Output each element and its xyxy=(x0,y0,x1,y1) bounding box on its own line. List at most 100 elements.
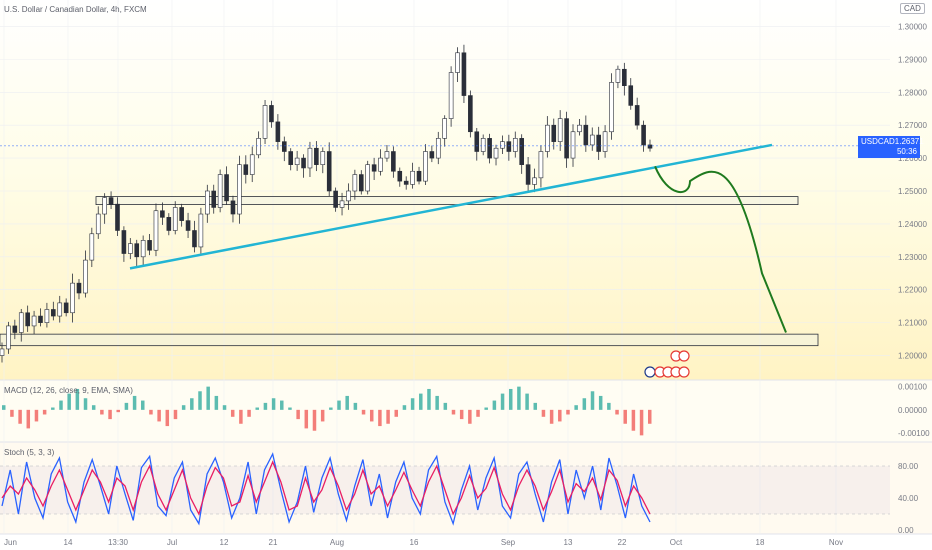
macd-bar xyxy=(34,409,39,422)
macd-bar xyxy=(288,407,292,410)
candle-body xyxy=(237,164,242,215)
candle-body xyxy=(166,217,172,231)
macd-bar xyxy=(263,402,268,410)
candle-body xyxy=(102,197,107,215)
candle-body xyxy=(192,230,197,248)
candle-body xyxy=(288,151,294,165)
candle-body xyxy=(205,190,210,215)
price-tick-label: 1.26000 xyxy=(898,154,927,163)
macd-bar xyxy=(132,395,137,410)
candle-body xyxy=(480,138,486,152)
candle-body xyxy=(525,164,531,185)
macd-bar xyxy=(206,386,210,410)
macd-bar xyxy=(214,395,219,410)
candle-body xyxy=(38,315,43,323)
support-zone xyxy=(95,196,799,205)
candle-body xyxy=(333,190,338,208)
macd-bar xyxy=(296,409,300,420)
price-axis: 1.30000 1.29000 1.28000 1.27000 1.26000 1.250… xyxy=(898,22,927,360)
macd-bar xyxy=(320,409,325,422)
macd-bar xyxy=(549,409,554,424)
macd-bar xyxy=(639,409,644,436)
candle-body xyxy=(320,151,326,165)
candle-body xyxy=(609,82,614,133)
macd-bar xyxy=(190,398,194,410)
macd-bar xyxy=(124,402,129,410)
macd-bar xyxy=(631,409,636,431)
candle-body xyxy=(179,207,184,221)
candles xyxy=(0,44,653,363)
macd-bar xyxy=(255,407,259,410)
time-tick-label: Oct xyxy=(670,538,683,547)
candle-body xyxy=(448,72,454,119)
macd-bar xyxy=(100,409,104,415)
macd-bar xyxy=(607,402,611,410)
candle-body xyxy=(378,157,383,172)
candle-body xyxy=(18,312,24,333)
candle-body xyxy=(435,138,441,159)
candle-body xyxy=(198,213,204,248)
macd-bar xyxy=(108,409,112,420)
macd-bar xyxy=(558,409,562,422)
macd-bar xyxy=(419,393,423,410)
canada-flag-icon[interactable] xyxy=(678,366,690,378)
candle-body xyxy=(51,309,56,317)
macd-bar xyxy=(230,409,235,417)
trendline xyxy=(129,143,773,270)
currency-badge[interactable]: CAD xyxy=(900,3,925,14)
candle-body xyxy=(172,207,178,231)
candle-body xyxy=(57,302,63,317)
macd-bar xyxy=(574,405,578,410)
candle-body xyxy=(140,240,146,258)
candle-body xyxy=(468,95,473,133)
candle-body xyxy=(89,233,95,261)
candle-body xyxy=(217,174,223,208)
canada-flag-icon[interactable] xyxy=(678,350,690,362)
candle-body xyxy=(83,259,88,294)
stoch-d-line xyxy=(1,460,651,516)
time-tick-label: 13:30 xyxy=(108,538,129,547)
candle-body xyxy=(134,243,140,258)
candle-body xyxy=(211,190,217,208)
time-tick-label: 13 xyxy=(564,538,573,547)
time-tick-label: Nov xyxy=(829,538,843,547)
macd-bar xyxy=(42,409,47,415)
macd-bar xyxy=(149,409,153,415)
time-tick-label: 18 xyxy=(756,538,765,547)
macd-title: MACD (12, 26, close, 9, EMA, SMA) xyxy=(4,386,133,395)
last-price-badge: USDCAD 1.26371 50:36 xyxy=(858,136,924,158)
candle-body xyxy=(551,124,557,142)
candle-body xyxy=(487,138,492,159)
candle-body xyxy=(423,151,428,182)
macd-bar xyxy=(304,409,309,429)
candle-body xyxy=(115,203,120,231)
stoch-tick-label: 80.00 xyxy=(898,462,919,471)
candle-body xyxy=(500,141,505,149)
candle-body xyxy=(281,141,287,152)
candle-body xyxy=(461,52,467,96)
candle-body xyxy=(153,210,159,251)
candle-body xyxy=(326,151,332,192)
time-tick-label: Jun xyxy=(4,538,17,547)
candle-body xyxy=(70,282,75,314)
macd-bar xyxy=(541,409,546,417)
macd-bar xyxy=(386,409,390,424)
time-tick-label: 22 xyxy=(618,538,627,547)
stoch-pane xyxy=(0,452,890,526)
candle-body xyxy=(647,144,653,149)
macd-bar xyxy=(10,409,14,417)
candle-body xyxy=(570,131,576,159)
macd-bar xyxy=(165,409,170,427)
support-zone xyxy=(0,333,819,347)
candle-body xyxy=(615,68,621,83)
us-flag-icon[interactable] xyxy=(644,366,656,378)
candle-body xyxy=(269,105,274,123)
candle-body xyxy=(493,147,499,159)
time-tick-label: 14 xyxy=(64,538,73,547)
macd-bar xyxy=(402,405,407,410)
price-tick-label: 1.25000 xyxy=(898,187,927,196)
macd-bar xyxy=(615,409,619,415)
candle-body xyxy=(147,240,152,251)
macd-bar xyxy=(533,402,538,410)
